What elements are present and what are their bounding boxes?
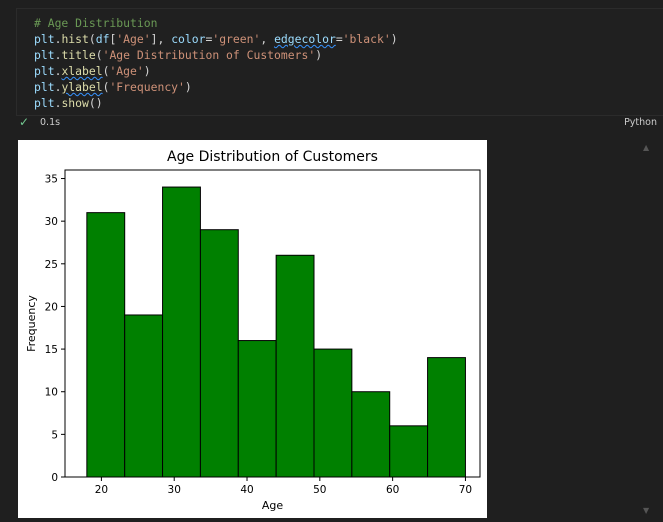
code-token: plt [34, 48, 55, 62]
code-token: 'Age' [109, 64, 144, 78]
code-token: plt [34, 96, 55, 110]
y-tick-label: 10 [45, 387, 58, 399]
code-token: df [95, 32, 110, 46]
language-label[interactable]: Python [624, 117, 657, 128]
code-token: 'Frequency' [109, 80, 185, 94]
code-line[interactable]: plt.xlabel('Age') [34, 63, 398, 79]
axes-frame [64, 169, 481, 478]
code-token: ( [102, 80, 110, 94]
scroll-down-icon[interactable]: ▼ [643, 506, 650, 515]
code-line[interactable]: # Age Distribution [34, 15, 398, 31]
histogram-bar [351, 391, 391, 478]
code-editor[interactable]: # Age Distribution plt.hist(df['Age'], co… [16, 8, 663, 116]
code-token: plt [34, 32, 55, 46]
code-token: . [54, 96, 62, 110]
code-token: 'black' [342, 32, 391, 46]
code-token: = [335, 32, 343, 46]
code-token: plt [34, 80, 55, 94]
code-token: . [54, 80, 62, 94]
y-axis-label: Frequency [25, 295, 38, 352]
code-token: 'green' [212, 32, 261, 46]
histogram-bar [275, 254, 315, 478]
y-tick-label: 25 [45, 259, 58, 271]
y-tick-label: 15 [45, 344, 58, 356]
y-tick-label: 0 [51, 472, 58, 484]
code-token: ) [315, 48, 323, 62]
code-token: show [61, 96, 89, 110]
code-token: [ [109, 32, 117, 46]
x-tick-label: 20 [95, 484, 108, 496]
code-line[interactable]: plt.hist(df['Age'], color='green', edgec… [34, 31, 398, 47]
code-token: ) [184, 80, 192, 94]
code-line[interactable]: plt.title('Age Distribution of Customers… [34, 47, 398, 63]
code-token: color [171, 32, 206, 46]
code-token: xlabel [61, 64, 103, 78]
code-token: ( [95, 48, 103, 62]
histogram-bar [199, 229, 239, 478]
y-tick-label: 30 [45, 216, 58, 228]
code-token: # Age Distribution [34, 16, 158, 30]
y-tick-label: 35 [45, 174, 58, 186]
code-token: plt [34, 64, 55, 78]
code-token: ], [150, 32, 172, 46]
code-token: ( [88, 32, 96, 46]
code-token: 'Age Distribution of Customers' [102, 48, 316, 62]
code-line[interactable]: plt.ylabel('Frequency') [34, 79, 398, 95]
x-axis-label: Age [262, 499, 284, 512]
code-token: = [205, 32, 213, 46]
x-tick-label: 70 [459, 484, 472, 496]
x-tick-label: 50 [313, 484, 326, 496]
histogram-bar [237, 340, 277, 478]
code-token: ( [102, 64, 110, 78]
histogram-bar [86, 212, 126, 478]
code-token: ) [390, 32, 398, 46]
y-tick-label: 5 [51, 429, 58, 441]
code-line[interactable]: plt.show() [34, 95, 398, 111]
cell-output: Age Distribution of Customers 20 30 40 50 60 7… [18, 140, 487, 518]
code-block[interactable]: # Age Distribution plt.hist(df['Age'], co… [34, 15, 398, 111]
histogram-bar [124, 314, 164, 478]
execution-time: 0.1s [40, 117, 61, 128]
code-token: hist [61, 32, 89, 46]
code-token: ylabel [61, 80, 103, 94]
scroll-up-icon[interactable]: ▲ [643, 143, 650, 152]
y-tick-label: 20 [45, 301, 58, 313]
x-tick-label: 30 [168, 484, 181, 496]
code-token: . [54, 32, 62, 46]
x-tick-label: 60 [386, 484, 399, 496]
histogram-bar [427, 357, 466, 478]
code-token: () [88, 96, 103, 110]
code-token: ) [143, 64, 151, 78]
cell-status-bar: ✓ 0.1s Python [16, 114, 663, 133]
code-token: . [54, 48, 62, 62]
chart-title: Age Distribution of Customers [167, 149, 378, 165]
check-icon: ✓ [19, 115, 30, 129]
code-token: 'Age' [116, 32, 151, 46]
code-token: title [61, 48, 96, 62]
code-token: edgecolor [274, 32, 336, 46]
histogram-bar [162, 186, 201, 478]
histogram-bar [313, 348, 353, 478]
code-token: . [54, 64, 62, 78]
code-token: , [260, 32, 275, 46]
histogram-bar [389, 425, 429, 478]
notebook-cell[interactable]: # Age Distribution plt.hist(df['Age'], co… [0, 0, 663, 133]
x-tick-label: 40 [240, 484, 253, 496]
